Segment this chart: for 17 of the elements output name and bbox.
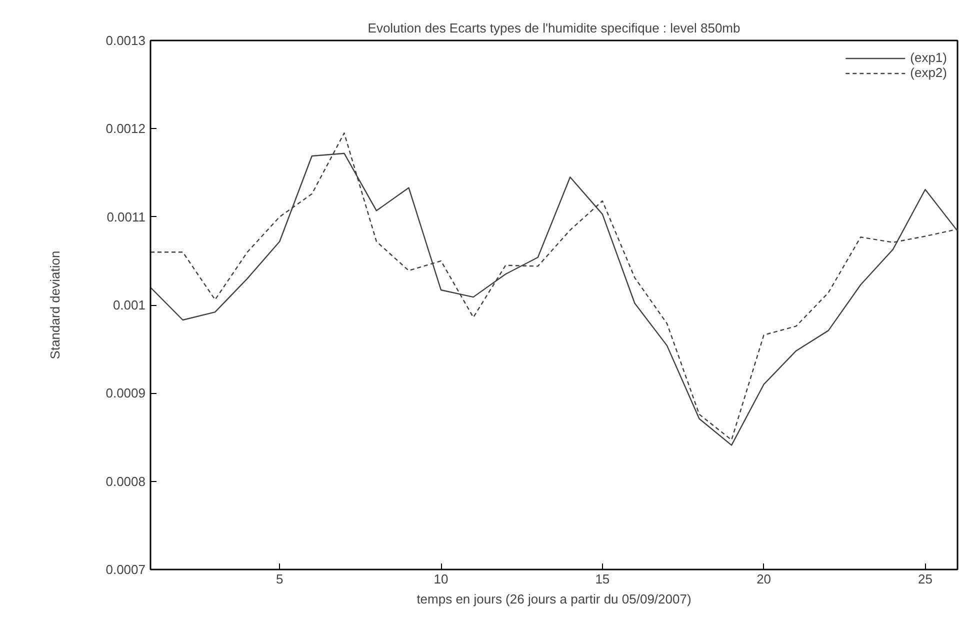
x-tick-label: 20 bbox=[756, 572, 772, 586]
y-tick-label: 0.0013 bbox=[106, 33, 146, 48]
chart-title: Evolution des Ecarts types de l'humidite specifique : level 850mb bbox=[368, 20, 740, 36]
x-tick-label: 25 bbox=[918, 572, 932, 586]
x-tick-label: 15 bbox=[595, 572, 610, 586]
y-tick-label: 0.0007 bbox=[106, 562, 146, 577]
x-axis-title: temps en jours (26 jours a partir du 05/09/2007) bbox=[416, 592, 692, 606]
y-tick-label: 0.0008 bbox=[106, 474, 146, 489]
x-tick-label: 10 bbox=[434, 572, 448, 586]
y-axis-title: Standard deviation bbox=[48, 250, 63, 360]
y-tick-label: 0.001 bbox=[112, 298, 146, 312]
y-tick-label: 0.0011 bbox=[106, 209, 146, 224]
legend-label: (exp1) bbox=[910, 50, 947, 65]
y-tick-label: 0.0012 bbox=[106, 121, 146, 136]
x-tick-label: 5 bbox=[276, 572, 284, 586]
y-tick-label: 0.0009 bbox=[106, 386, 146, 401]
legend-label: (exp2) bbox=[910, 65, 947, 80]
